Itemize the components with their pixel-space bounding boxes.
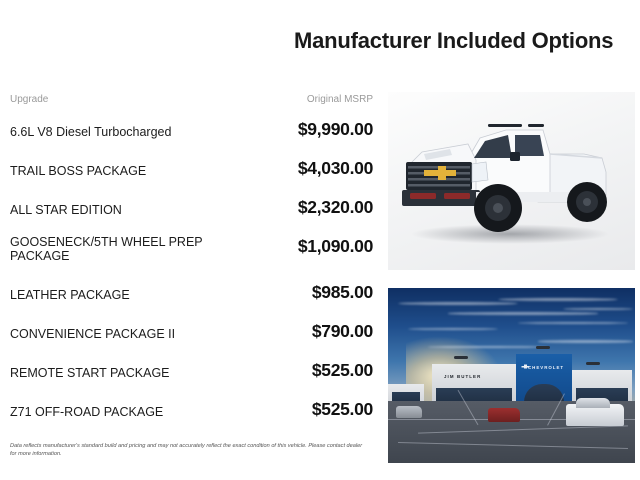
table-row: REMOTE START PACKAGE $525.00 — [0, 357, 376, 396]
option-name: 6.6L V8 Diesel Turbocharged — [10, 125, 172, 139]
table-row: GOOSENECK/5TH WHEEL PREP PACKAGE $1,090.… — [0, 233, 376, 279]
option-name: LEATHER PACKAGE — [10, 288, 130, 302]
option-price: $4,030.00 — [297, 158, 373, 178]
light-pole — [586, 362, 600, 365]
truck-shadow — [410, 224, 610, 244]
lot-vehicle-white-suv-roof — [576, 398, 610, 408]
option-name: REMOTE START PACKAGE — [10, 366, 170, 380]
light-pole — [536, 346, 550, 349]
table-row: Z71 OFF-ROAD PACKAGE $525.00 — [0, 396, 376, 435]
chevrolet-bowtie-icon — [521, 364, 530, 369]
column-header-msrp: Original MSRP — [306, 94, 373, 105]
option-name: TRAIL BOSS PACKAGE — [10, 164, 147, 178]
page-title: Manufacturer Included Options — [294, 28, 614, 53]
option-price: $9,990.00 — [297, 119, 373, 139]
option-price: $525.00 — [311, 399, 373, 419]
option-price: $985.00 — [311, 282, 373, 302]
option-name: GOOSENECK/5TH WHEEL PREP PACKAGE — [10, 235, 203, 263]
dealership-photo: JIM BUTLER CHEVROLET — [388, 288, 635, 463]
light-pole — [454, 356, 468, 359]
option-price: $1,090.00 — [297, 236, 373, 256]
lot-vehicle-red-car — [488, 408, 520, 422]
option-price: $2,320.00 — [297, 197, 373, 217]
pricing-disclaimer: Data reflects manufacturer's standard bu… — [10, 443, 363, 457]
truck-illustration — [402, 124, 607, 232]
option-name: ALL STAR EDITION — [10, 203, 122, 217]
chevrolet-brand-sign: CHEVROLET — [528, 365, 565, 370]
table-row: LEATHER PACKAGE $985.00 — [0, 279, 376, 318]
table-row: CONVENIENCE PACKAGE II $790.00 — [0, 318, 376, 357]
option-price: $790.00 — [311, 321, 373, 341]
option-name: CONVENIENCE PACKAGE II — [10, 327, 176, 341]
options-table: Upgrade Original MSRP 6.6L V8 Diesel Tur… — [0, 94, 376, 435]
option-name: Z71 OFF-ROAD PACKAGE — [10, 405, 164, 419]
table-row: ALL STAR EDITION $2,320.00 — [0, 194, 376, 233]
option-price: $525.00 — [311, 360, 373, 380]
table-row: 6.6L V8 Diesel Turbocharged $9,990.00 — [0, 116, 376, 155]
dealership-name-sign: JIM BUTLER — [444, 374, 482, 379]
lot-vehicle-gray-car — [396, 406, 422, 418]
table-header-row: Upgrade Original MSRP — [0, 94, 376, 116]
column-header-upgrade: Upgrade — [10, 94, 49, 105]
table-row: TRAIL BOSS PACKAGE $4,030.00 — [0, 155, 376, 194]
vehicle-photo — [388, 92, 635, 270]
lot-vehicle-white-suv — [566, 404, 624, 426]
